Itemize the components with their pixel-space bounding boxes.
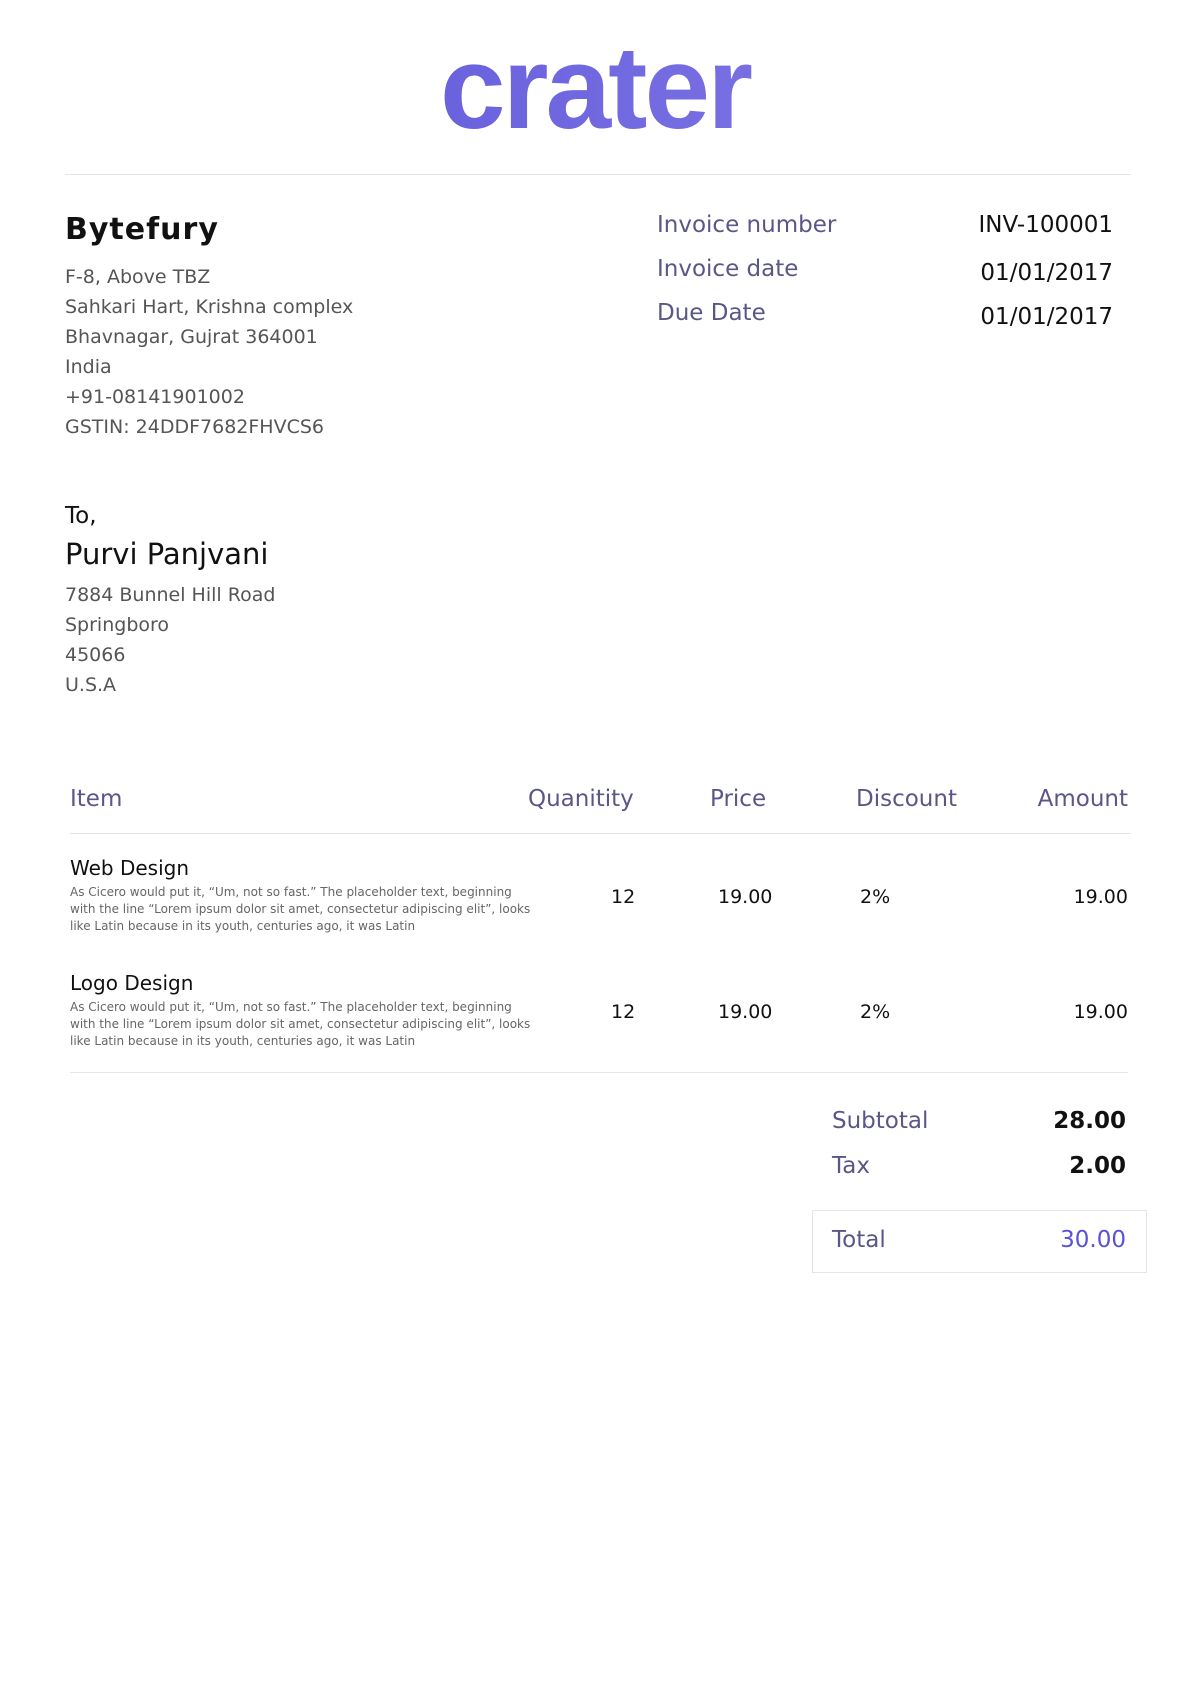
company-address: F-8, Above TBZ Sahkari Hart, Krishna com… [65, 262, 353, 442]
item-amount: 19.00 [1073, 1001, 1128, 1023]
item-amount: 19.00 [1073, 886, 1128, 908]
item-quantity: 12 [611, 1001, 636, 1023]
address-line: 45066 [65, 644, 126, 666]
item-price: 19.00 [718, 886, 773, 908]
item-discount: 2% [860, 886, 891, 908]
invoice-date: 01/01/2017 [980, 260, 1113, 286]
total-box [812, 1210, 1147, 1273]
header-amount: Amount [1037, 786, 1128, 812]
invoice-number-label: Invoice number [657, 212, 837, 238]
item-price: 19.00 [718, 1001, 773, 1023]
customer-address: 7884 Bunnel Hill Road Springboro 45066 U… [65, 580, 275, 700]
address-line: U.S.A [65, 674, 117, 696]
item-discount: 2% [860, 1001, 891, 1023]
address-line: Sahkari Hart, Krishna complex [65, 296, 354, 318]
total-label: Total [832, 1227, 886, 1253]
header-quantity: Quanitity [528, 786, 634, 812]
crater-logo: crater [0, 18, 1190, 158]
header-price: Price [710, 786, 767, 812]
address-line: F-8, Above TBZ [65, 266, 211, 288]
item-description: As Cicero would put it, “Um, not so fast… [70, 885, 531, 933]
tax-label: Tax [832, 1153, 870, 1179]
total-value: 30.00 [1060, 1227, 1126, 1253]
address-line: Springboro [65, 614, 170, 636]
address-line: 7884 Bunnel Hill Road [65, 584, 276, 606]
gstin: GSTIN: 24DDF7682FHVCS6 [65, 416, 324, 438]
subtotal-value: 28.00 [1053, 1108, 1126, 1134]
item-name: Web Design [70, 856, 190, 880]
header-discount: Discount [856, 786, 957, 812]
header-item: Item [70, 786, 123, 812]
item-description: As Cicero would put it, “Um, not so fast… [70, 1000, 531, 1048]
item-quantity: 12 [611, 886, 636, 908]
due-date: 01/01/2017 [980, 304, 1113, 330]
address-line: India [65, 356, 112, 378]
company-name: Bytefury [65, 212, 219, 247]
tax-value: 2.00 [1069, 1153, 1126, 1179]
table-header-divider [70, 833, 1131, 834]
table-bottom-divider [70, 1072, 1128, 1073]
header-divider [65, 174, 1131, 175]
phone: +91-08141901002 [65, 386, 245, 408]
invoice-date-label: Invoice date [657, 256, 799, 282]
customer-name: Purvi Panjvani [65, 537, 269, 571]
to-label: To, [65, 503, 97, 529]
invoice-number: INV-100001 [978, 212, 1113, 238]
address-line: Bhavnagar, Gujrat 364001 [65, 326, 318, 348]
subtotal-label: Subtotal [832, 1108, 929, 1134]
due-date-label: Due Date [657, 300, 766, 326]
item-name: Logo Design [70, 971, 194, 995]
